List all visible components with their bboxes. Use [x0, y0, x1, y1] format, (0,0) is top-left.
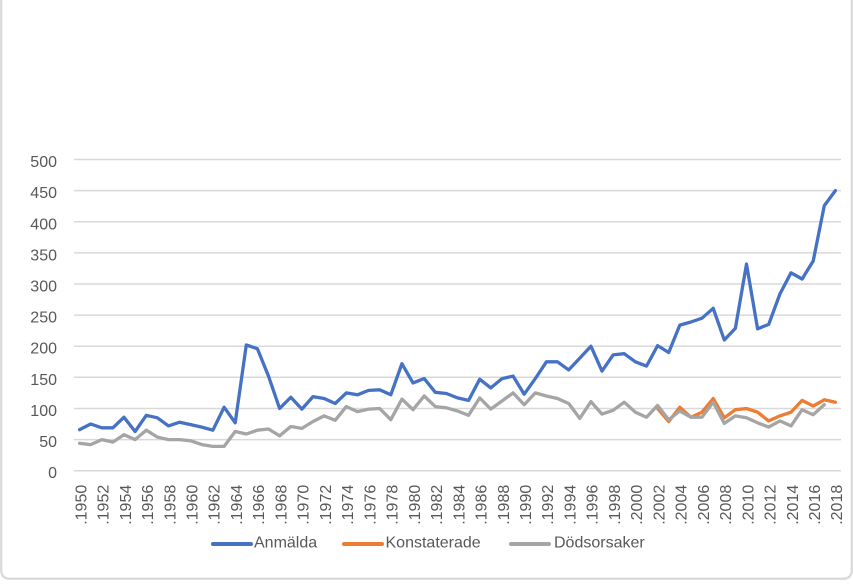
svg-text:.2012: .2012: [763, 485, 780, 525]
svg-text:.1956: .1956: [140, 485, 157, 525]
svg-text:.1994: .1994: [563, 485, 580, 525]
svg-text:Anmälda: Anmälda: [254, 535, 317, 552]
svg-text:.1970: .1970: [296, 485, 313, 525]
svg-text:.2006: .2006: [696, 485, 713, 525]
svg-text:.2014: .2014: [785, 485, 802, 525]
svg-text:.2008: .2008: [718, 485, 735, 525]
svg-text:.1986: .1986: [474, 485, 491, 525]
svg-text:.1954: .1954: [118, 485, 135, 525]
svg-text:.2016: .2016: [807, 485, 824, 525]
svg-text:300: 300: [30, 279, 57, 296]
svg-text:350: 350: [30, 247, 57, 264]
svg-text:.1984: .1984: [451, 485, 468, 525]
svg-text:.1960: .1960: [185, 485, 202, 525]
svg-text:.2002: .2002: [651, 485, 668, 525]
svg-text:.1966: .1966: [251, 485, 268, 525]
svg-text:200: 200: [30, 341, 57, 358]
svg-text:.1980: .1980: [407, 485, 424, 525]
svg-text:.1968: .1968: [273, 485, 290, 525]
svg-text:250: 250: [30, 310, 57, 327]
svg-text:.1952: .1952: [96, 485, 113, 525]
svg-text:.1990: .1990: [518, 485, 535, 525]
svg-text:50: 50: [39, 434, 57, 451]
svg-text:.1974: .1974: [340, 485, 357, 525]
svg-text:.1964: .1964: [229, 485, 246, 525]
svg-text:.1982: .1982: [429, 485, 446, 525]
svg-text:450: 450: [30, 185, 57, 202]
svg-text:Konstaterade: Konstaterade: [386, 535, 481, 552]
svg-text:.1992: .1992: [540, 485, 557, 525]
svg-text:.1962: .1962: [207, 485, 224, 525]
svg-text:500: 500: [30, 154, 57, 171]
svg-text:0: 0: [48, 465, 57, 482]
svg-text:.1976: .1976: [362, 485, 379, 525]
svg-text:400: 400: [30, 216, 57, 233]
svg-text:.2010: .2010: [740, 485, 757, 525]
svg-text:.1988: .1988: [496, 485, 513, 525]
svg-text:150: 150: [30, 372, 57, 389]
svg-text:Dödsorsaker: Dödsorsaker: [554, 535, 645, 552]
svg-text:.1958: .1958: [162, 485, 179, 525]
svg-text:.1978: .1978: [385, 485, 402, 525]
svg-text:.2004: .2004: [674, 485, 691, 525]
svg-text:.2000: .2000: [629, 485, 646, 525]
svg-text:.1950: .1950: [73, 485, 90, 525]
svg-text:.1996: .1996: [585, 485, 602, 525]
svg-text:.1972: .1972: [318, 485, 335, 525]
svg-text:.2018: .2018: [829, 485, 846, 525]
svg-text:100: 100: [30, 403, 57, 420]
svg-text:.1998: .1998: [607, 485, 624, 525]
